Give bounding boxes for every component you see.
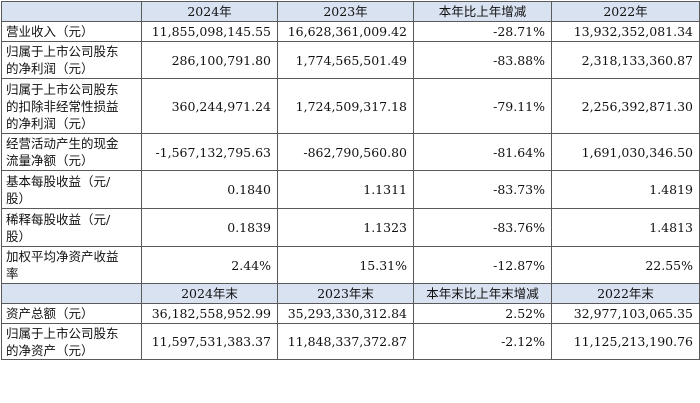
value-cell: 1,774,565,501.49 bbox=[277, 41, 414, 79]
row-label: 归属于上市公司股东 的净资产（元） bbox=[1, 323, 142, 360]
table-row: 归属于上市公司股东 的扣除非经常性损益 的净利润（元） 360,244,971.24… bbox=[1, 78, 700, 134]
header-cell: 2024年 bbox=[141, 1, 278, 22]
value-cell: 0.1840 bbox=[141, 170, 278, 209]
value-cell: 1.1323 bbox=[277, 208, 414, 247]
change-cell: 2.52% bbox=[413, 303, 552, 324]
header-corner-cell bbox=[1, 283, 142, 304]
row-label-line: 加权平均净资产收益 bbox=[6, 249, 119, 264]
row-label-line: 股） bbox=[6, 190, 32, 206]
value-cell: 1.1311 bbox=[277, 170, 414, 209]
table-row: 稀释每股收益（元/股） 0.1839 1.1323 -83.76% 1.4813 bbox=[1, 208, 700, 247]
header-cell: 本年比上年增减 bbox=[413, 1, 552, 22]
value-cell: 11,855,098,145.55 bbox=[141, 21, 278, 42]
table-row: 归属于上市公司股东 的净资产（元） 11,597,531,383.37 11,84… bbox=[1, 323, 700, 360]
change-cell: -83.88% bbox=[413, 41, 552, 79]
value-cell: 35,293,330,312.84 bbox=[277, 303, 414, 324]
change-cell: -79.11% bbox=[413, 78, 552, 134]
value-cell: 2,318,133,360.87 bbox=[551, 41, 700, 79]
table-row: 经营活动产生的现金 流量净额（元） -1,567,132,795.63 -862,… bbox=[1, 133, 700, 171]
value-cell: 22.55% bbox=[551, 246, 700, 284]
row-label: 营业收入（元） bbox=[1, 21, 142, 42]
value-cell: 11,597,531,383.37 bbox=[141, 323, 278, 360]
change-cell: -28.71% bbox=[413, 21, 552, 42]
header-cell: 2022年 bbox=[551, 1, 700, 22]
change-cell: -81.64% bbox=[413, 133, 552, 171]
value-cell: 36,182,558,952.99 bbox=[141, 303, 278, 324]
row-label: 加权平均净资产收益率 bbox=[1, 246, 142, 284]
row-label-line: 归属于上市公司股东 bbox=[6, 325, 119, 341]
value-cell: 11,125,213,190.76 bbox=[551, 323, 700, 360]
row-label: 基本每股收益（元/股） bbox=[1, 170, 142, 209]
row-label-line: 归属于上市公司股东 bbox=[6, 44, 119, 59]
header-corner-cell bbox=[1, 1, 142, 22]
row-label-line: 资产总额（元） bbox=[6, 306, 94, 321]
table-row: 加权平均净资产收益率 2.44% 15.31% -12.87% 22.55% bbox=[1, 246, 700, 284]
table-row: 归属于上市公司股东 的净利润（元） 286,100,791.80 1,774,56… bbox=[1, 41, 700, 79]
row-label-line: 的净资产（元） bbox=[6, 342, 94, 358]
row-label-line: 的净利润（元） bbox=[6, 115, 94, 131]
change-cell: -83.76% bbox=[413, 208, 552, 247]
row-label: 经营活动产生的现金 流量净额（元） bbox=[1, 133, 142, 171]
value-cell: 11,848,337,372.87 bbox=[277, 323, 414, 360]
value-cell: -862,790,560.80 bbox=[277, 133, 414, 171]
row-label-line: 稀释每股收益（元/ bbox=[6, 211, 111, 227]
value-cell: 2,256,392,871.30 bbox=[551, 78, 700, 134]
row-label-line: 归属于上市公司股东 bbox=[6, 81, 119, 97]
row-label: 稀释每股收益（元/股） bbox=[1, 208, 142, 247]
value-cell: 0.1839 bbox=[141, 208, 278, 247]
header-cell: 2024年末 bbox=[141, 283, 278, 304]
row-label-line: 流量净额（元） bbox=[6, 153, 94, 168]
table-body: 2024年 2023年 本年比上年增减 2022年 营业收入（元） 11,855… bbox=[1, 1, 700, 360]
value-cell: 2.44% bbox=[141, 246, 278, 284]
row-label-line: 经营活动产生的现金 bbox=[6, 136, 119, 151]
row-label-line: 股） bbox=[6, 228, 32, 244]
row-label-line: 的净利润（元） bbox=[6, 61, 94, 76]
value-cell: 1,724,509,317.18 bbox=[277, 78, 414, 134]
change-cell: -12.87% bbox=[413, 246, 552, 284]
table-row: 基本每股收益（元/股） 0.1840 1.1311 -83.73% 1.4819 bbox=[1, 170, 700, 209]
row-label: 资产总额（元） bbox=[1, 303, 142, 324]
header-cell: 2022年末 bbox=[551, 283, 700, 304]
row-label-line: 的扣除非经常性损益 bbox=[6, 98, 119, 114]
row-label-line: 基本每股收益（元/ bbox=[6, 173, 111, 189]
change-cell: -2.12% bbox=[413, 323, 552, 360]
row-label: 归属于上市公司股东 的扣除非经常性损益 的净利润（元） bbox=[1, 78, 142, 134]
table-row: 资产总额（元） 36,182,558,952.99 35,293,330,312… bbox=[1, 303, 700, 324]
header-cell: 2023年末 bbox=[277, 283, 414, 304]
value-cell: -1,567,132,795.63 bbox=[141, 133, 278, 171]
table-row: 营业收入（元） 11,855,098,145.55 16,628,361,009… bbox=[1, 21, 700, 42]
value-cell: 16,628,361,009.42 bbox=[277, 21, 414, 42]
value-cell: 1.4813 bbox=[551, 208, 700, 247]
row-label-line: 率 bbox=[6, 266, 19, 281]
value-cell: 1.4819 bbox=[551, 170, 700, 209]
value-cell: 286,100,791.80 bbox=[141, 41, 278, 79]
value-cell: 1,691,030,346.50 bbox=[551, 133, 700, 171]
value-cell: 13,932,352,081.34 bbox=[551, 21, 700, 42]
table-header-row: 2024年 2023年 本年比上年增减 2022年 bbox=[1, 1, 700, 22]
change-cell: -83.73% bbox=[413, 170, 552, 209]
table-subheader-row: 2024年末 2023年末 本年末比上年末增减 2022年末 bbox=[1, 283, 700, 304]
header-cell: 本年末比上年末增减 bbox=[413, 283, 552, 304]
header-cell: 2023年 bbox=[277, 1, 414, 22]
row-label-line: 营业收入（元） bbox=[6, 24, 94, 39]
value-cell: 15.31% bbox=[277, 246, 414, 284]
row-label: 归属于上市公司股东 的净利润（元） bbox=[1, 41, 142, 79]
value-cell: 360,244,971.24 bbox=[141, 78, 278, 134]
value-cell: 32,977,103,065.35 bbox=[551, 303, 700, 324]
financial-summary-table: 2024年 2023年 本年比上年增减 2022年 营业收入（元） 11,855… bbox=[1, 1, 700, 360]
